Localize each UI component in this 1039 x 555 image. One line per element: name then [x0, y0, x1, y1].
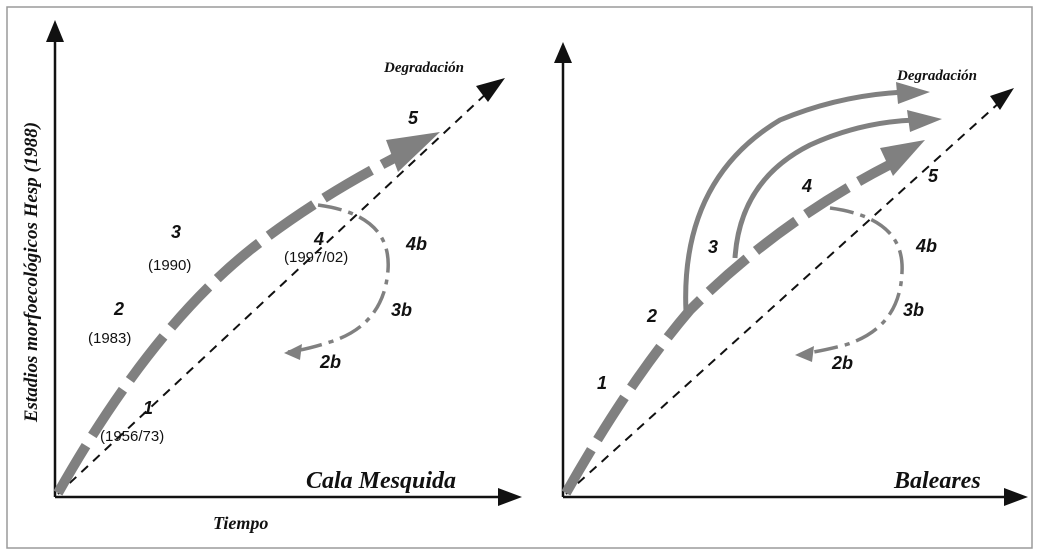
trajectory-left-arrowhead: [386, 132, 440, 172]
panel-title-right: Baleares: [893, 468, 981, 494]
recovery-arrowhead-left: [284, 344, 302, 360]
figure-frame: [6, 6, 1033, 549]
recovery-loop-left: [287, 203, 390, 354]
stage-2-left: 2: [113, 299, 124, 319]
x-axis-right-arrowhead: [1004, 488, 1028, 506]
alt-trajectory-inner-arrowhead: [907, 110, 942, 132]
stage-2-year-left: (1983): [88, 330, 131, 347]
stage-4-left: 4: [313, 229, 324, 249]
stage-5-right: 5: [928, 166, 939, 186]
stage-3b-right: 3b: [903, 300, 924, 320]
stage-4-right: 4: [801, 176, 812, 196]
panel-title-left: Cala Mesquida: [306, 468, 456, 494]
stage-3b-left: 3b: [391, 300, 412, 320]
recovery-loop-right: [799, 206, 904, 356]
stage-4b-left: 4b: [405, 234, 427, 254]
x-axis-title: Tiempo: [213, 513, 268, 533]
degradation-line-left: [57, 89, 491, 495]
y-axis-left-arrowhead: [46, 20, 64, 42]
stage-3-year-left: (1990): [148, 257, 191, 274]
trajectory-right-arrowhead: [880, 140, 925, 176]
stage-1-right: 1: [597, 373, 607, 393]
stage-3-left: 3: [171, 222, 181, 242]
stage-2b-left: 2b: [319, 352, 341, 372]
stage-1-year-left: (1956/73): [100, 428, 164, 445]
panel-baleares: Degradación 5 4 3 2 1 4b 3b 2b Baleares: [554, 42, 1028, 506]
trajectory-left: [53, 145, 413, 496]
degradation-label-right: Degradación: [896, 68, 977, 84]
recovery-arrowhead-right: [795, 346, 814, 362]
degradation-arrowhead-left: [476, 78, 505, 102]
alt-trajectory-outer: [683, 89, 906, 313]
stage-2-right: 2: [646, 306, 657, 326]
stage-4b-right: 4b: [915, 236, 937, 256]
stage-5-left: 5: [408, 108, 419, 128]
degradation-line-right: [565, 101, 1001, 495]
stage-2b-right: 2b: [831, 353, 853, 373]
stage-3-right: 3: [708, 237, 718, 257]
degradation-arrowhead-right: [990, 88, 1014, 110]
y-axis-title: Estadios morfoecológicos Hesp (1988): [21, 122, 42, 423]
stage-4-year-left: (1997/02): [284, 249, 348, 266]
panel-cala-mesquida: Degradación 5 3 (1990) 4 (1997/02) 2 (19…: [46, 20, 522, 506]
trajectory-right: [561, 157, 898, 496]
alt-trajectory-inner: [732, 117, 916, 259]
degradation-label-left: Degradación: [383, 60, 464, 76]
stage-1-left: 1: [143, 398, 153, 418]
alt-trajectory-outer-arrowhead: [896, 82, 930, 104]
y-axis-right-arrowhead: [554, 42, 572, 63]
x-axis-left-arrowhead: [498, 488, 522, 506]
